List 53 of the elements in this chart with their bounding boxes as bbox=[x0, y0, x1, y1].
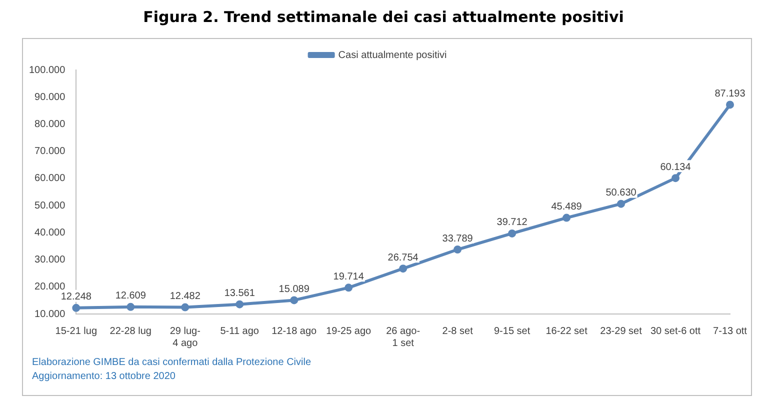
data-label: 45.489 bbox=[551, 202, 582, 213]
point bbox=[236, 300, 244, 308]
point bbox=[126, 302, 135, 311]
data-label: 50.630 bbox=[606, 188, 637, 199]
point bbox=[562, 214, 571, 222]
x-tick-label: 2-8 set bbox=[442, 326, 474, 337]
x-tick-label: 19-25 ago bbox=[326, 326, 372, 337]
x-tick-label: 12-18 ago bbox=[272, 326, 318, 337]
x-tick-label: 23-29 set bbox=[600, 326, 642, 337]
data-label: 12.609 bbox=[115, 290, 146, 302]
y-tick-label: 60.000 bbox=[34, 173, 66, 184]
point bbox=[399, 264, 408, 273]
point bbox=[181, 303, 190, 312]
data-label: 19.714 bbox=[333, 271, 364, 282]
y-tick-label: 100.000 bbox=[28, 64, 66, 76]
y-tick-label: 50.000 bbox=[34, 200, 66, 212]
data-label: 60.134 bbox=[660, 162, 692, 173]
point bbox=[344, 284, 353, 292]
text: Aggiornamento: 13 ottobre 2020 bbox=[32, 370, 176, 384]
x-tick-label: 22-28 lug bbox=[110, 326, 152, 337]
data-label: 12.248 bbox=[60, 292, 92, 303]
x-tick-label: 16-22 set bbox=[546, 326, 588, 337]
data-label: 39.712 bbox=[496, 217, 528, 228]
y-tick-label: 80.000 bbox=[34, 118, 66, 130]
x-tick-label: 7-13 ott bbox=[713, 326, 748, 337]
point bbox=[726, 100, 734, 109]
point bbox=[290, 296, 298, 304]
point bbox=[617, 200, 626, 208]
text: Elaborazione GIMBE da casi confermati dalla Protezione Civile bbox=[32, 356, 312, 370]
point bbox=[72, 304, 80, 312]
y-tick-label: 70.000 bbox=[34, 146, 66, 158]
data-label: 13.561 bbox=[224, 288, 256, 300]
point bbox=[508, 229, 516, 238]
point bbox=[454, 246, 462, 254]
y-tick-label: 90.000 bbox=[34, 92, 66, 103]
data-label: 15.089 bbox=[278, 284, 310, 295]
x-tick-label: 9-15 set bbox=[494, 326, 530, 337]
data-label: 87.193 bbox=[714, 88, 746, 100]
y-tick-label: 20.000 bbox=[34, 282, 66, 293]
data-label: 12.482 bbox=[170, 291, 201, 302]
x-tick-label: 30 set-6 ott bbox=[650, 326, 701, 337]
legend-label: Casi attualmente positivi bbox=[338, 50, 447, 61]
y-tick-label: 30.000 bbox=[34, 254, 66, 266]
chart-title: Figura 2. Trend settimanale dei casi attualmente positivi bbox=[142, 8, 625, 26]
point bbox=[672, 174, 680, 182]
y-tick-label: 40.000 bbox=[34, 227, 66, 238]
data-label: 26.754 bbox=[388, 252, 419, 264]
x-tick-label: 26 ago-1 set bbox=[386, 326, 420, 349]
data-label: 33.789 bbox=[442, 233, 474, 244]
x-tick-label: 29 lug-4 ago bbox=[170, 326, 200, 349]
y-tick-label: 10.000 bbox=[34, 308, 66, 320]
x-tick-label: 15-21 lug bbox=[55, 326, 97, 337]
x-tick-label: 5-11 ago bbox=[220, 326, 260, 337]
